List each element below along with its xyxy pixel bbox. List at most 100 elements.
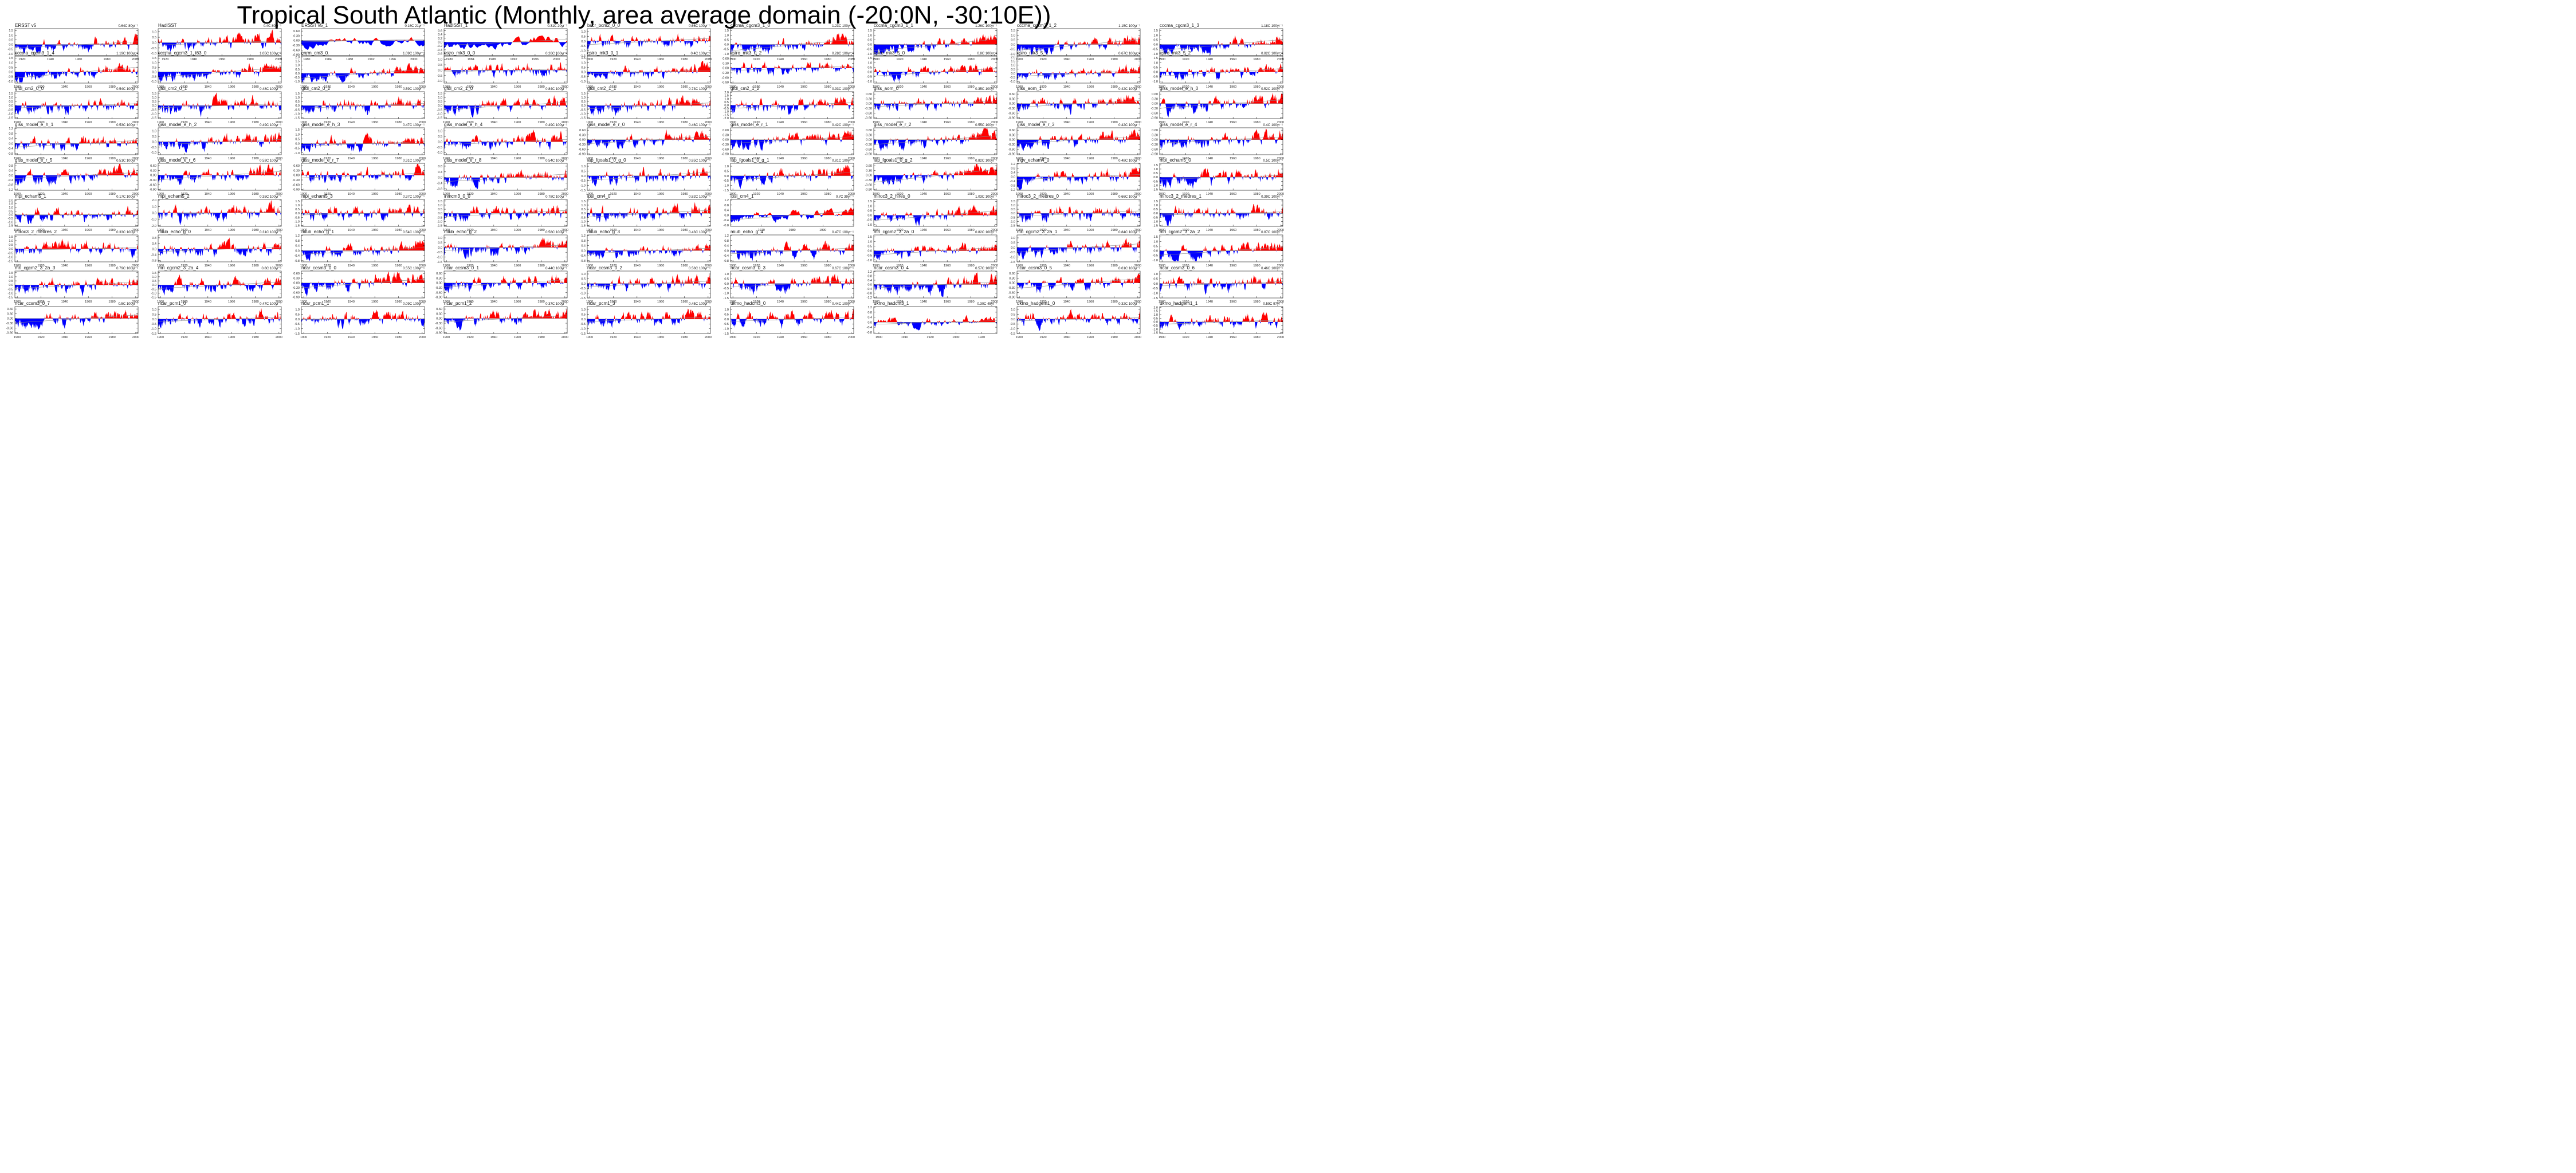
chart-panel: mpi_echam5_0 0.5C 100yr⁻¹ 1900 1920 1940 1960… <box>1147 156 1287 198</box>
negative-anomaly-area <box>301 143 425 152</box>
x-tick-label: 1920 <box>896 193 903 196</box>
x-tick-label: 2000 <box>1277 336 1284 339</box>
x-tick-label: 1940 <box>490 264 497 268</box>
negative-anomaly-area <box>873 250 997 261</box>
x-tick-label: 1900 <box>157 157 164 160</box>
negative-anomaly-area <box>587 319 711 328</box>
x-tick-label: 1960 <box>514 157 521 160</box>
negative-anomaly-area <box>15 284 138 296</box>
panel-title: csiro_mk3_0_2 <box>731 50 762 56</box>
y-tick-label: -1.0 <box>866 53 871 56</box>
chart-panel: miroc3_2_hires_0 1.03C 100yr⁻¹ 1900 1920 194… <box>861 193 1002 234</box>
x-tick-label: 1960 <box>657 121 664 124</box>
plot-frame <box>301 199 425 226</box>
y-tick-label: -0.5 <box>1010 251 1015 254</box>
x-tick-label: 1920 <box>1183 336 1189 339</box>
y-tick-label: 1.0 <box>438 203 443 207</box>
trend-label: 1.26C 100yr⁻¹ <box>975 25 997 28</box>
y-tick-label: 0.5 <box>295 313 300 316</box>
x-tick-label: 1920 <box>896 157 903 160</box>
panel-title: giss_model_e_h_2 <box>158 122 197 127</box>
trend-line <box>158 40 281 45</box>
y-tick-label: -0.5 <box>1153 287 1158 291</box>
y-tick-label: 0.60 <box>437 272 443 276</box>
x-tick-label: 1920 <box>753 336 760 339</box>
positive-anomaly-area <box>1160 35 1283 45</box>
y-tick-label: 0.30 <box>1009 134 1015 137</box>
x-tick-label: 2000 <box>276 229 282 232</box>
plot-frame <box>444 306 568 334</box>
y-tick-label: 1.0 <box>1154 203 1159 207</box>
y-tick-label: 0.0 <box>867 321 872 324</box>
plot-frame <box>14 163 139 191</box>
y-tick-label: 0.5 <box>152 66 156 69</box>
y-tick-label: -0.30 <box>292 44 300 48</box>
x-tick-label: 1940 <box>777 264 784 268</box>
positive-anomaly-area <box>1016 205 1140 213</box>
x-tick-label: 1960 <box>1087 193 1094 196</box>
x-tick-label: 2000 <box>132 229 139 232</box>
positive-anomaly-area <box>444 237 568 248</box>
chart-panel: giss_model_e_r_0 0.46C 100yr⁻¹ 1900 1920 194… <box>575 121 715 163</box>
x-tick-label: 1960 <box>85 336 92 339</box>
x-tick-label: 1960 <box>1230 229 1236 232</box>
x-tick-label: 2000 <box>848 157 855 160</box>
y-tick-label: -1.5 <box>724 113 729 117</box>
y-tick-label: 0.0 <box>295 318 300 321</box>
x-tick-label: 1940 <box>204 121 211 124</box>
y-tick-label: -1.5 <box>1153 189 1158 192</box>
x-tick-label: 2000 <box>1277 157 1284 160</box>
y-tick-label: 0.5 <box>1011 208 1015 211</box>
y-tick-label: 0.5 <box>9 280 13 283</box>
x-tick-label: 1940 <box>1206 193 1213 196</box>
x-tick-label: 1900 <box>875 336 882 339</box>
x-tick-label: 1980 <box>303 58 310 61</box>
plot-frame <box>301 127 425 155</box>
y-tick-label: 0.5 <box>9 100 13 104</box>
y-tick-label: -2.0 <box>724 117 729 120</box>
y-tick-label: 0.60 <box>437 308 443 311</box>
x-tick-label: 1940 <box>347 229 354 232</box>
negative-anomaly-area <box>587 250 711 260</box>
y-tick-label: 1.0 <box>1011 308 1015 312</box>
x-tick-label: 1940 <box>490 300 497 304</box>
positive-anomaly-area <box>873 164 997 175</box>
trend-label: 0.58C 100yr⁻¹ <box>546 231 568 234</box>
positive-anomaly-area <box>1016 238 1140 248</box>
positive-anomaly-area <box>15 238 138 249</box>
trend-line <box>1016 317 1140 321</box>
x-tick-label: 1920 <box>467 121 474 124</box>
x-tick-label: 1920 <box>180 121 187 124</box>
x-tick-label: 1980 <box>108 157 115 160</box>
y-tick-label: 0.0 <box>724 282 729 285</box>
x-tick-label: 1920 <box>610 157 617 160</box>
x-tick-label: 1980 <box>1254 121 1260 124</box>
trend-label: 0.31C 20yr⁻¹ <box>548 25 568 28</box>
x-tick-label: 1920 <box>324 121 331 124</box>
x-tick-label: 1980 <box>1110 121 1117 124</box>
plot-frame <box>873 234 998 262</box>
y-tick-label: 1.0 <box>582 61 586 65</box>
plot-frame <box>158 234 282 262</box>
panel-title: ingv_echam4_0 <box>1017 158 1050 163</box>
negative-anomaly-area <box>731 250 854 261</box>
x-tick-label: 1900 <box>1159 336 1165 339</box>
trend-line <box>158 171 281 181</box>
x-tick-label: 2000 <box>1277 85 1284 89</box>
trend-line <box>301 318 425 320</box>
x-tick-label: 1980 <box>824 264 831 268</box>
chart-panel: gfdl_cm2_1_0 0.84C 100yr⁻¹ 1900 1920 1940 196… <box>431 85 572 127</box>
chart-panel: inmcm3_0_0 0.78C 100yr⁻¹ 1900 1920 1940 1960 1… <box>431 193 572 234</box>
plot-frame <box>1160 199 1283 226</box>
x-tick-label: 2000 <box>132 157 139 160</box>
x-tick-label: 1960 <box>371 264 378 268</box>
trend-line <box>158 246 281 252</box>
chart-panel: cccma_cgcm3_1_1 1.26C 100yr⁻¹ 1900 1920 1940… <box>861 22 1002 64</box>
positive-anomaly-area <box>301 271 425 283</box>
y-tick-label: -0.4 <box>437 182 442 186</box>
x-tick-label: 1920 <box>1183 193 1189 196</box>
